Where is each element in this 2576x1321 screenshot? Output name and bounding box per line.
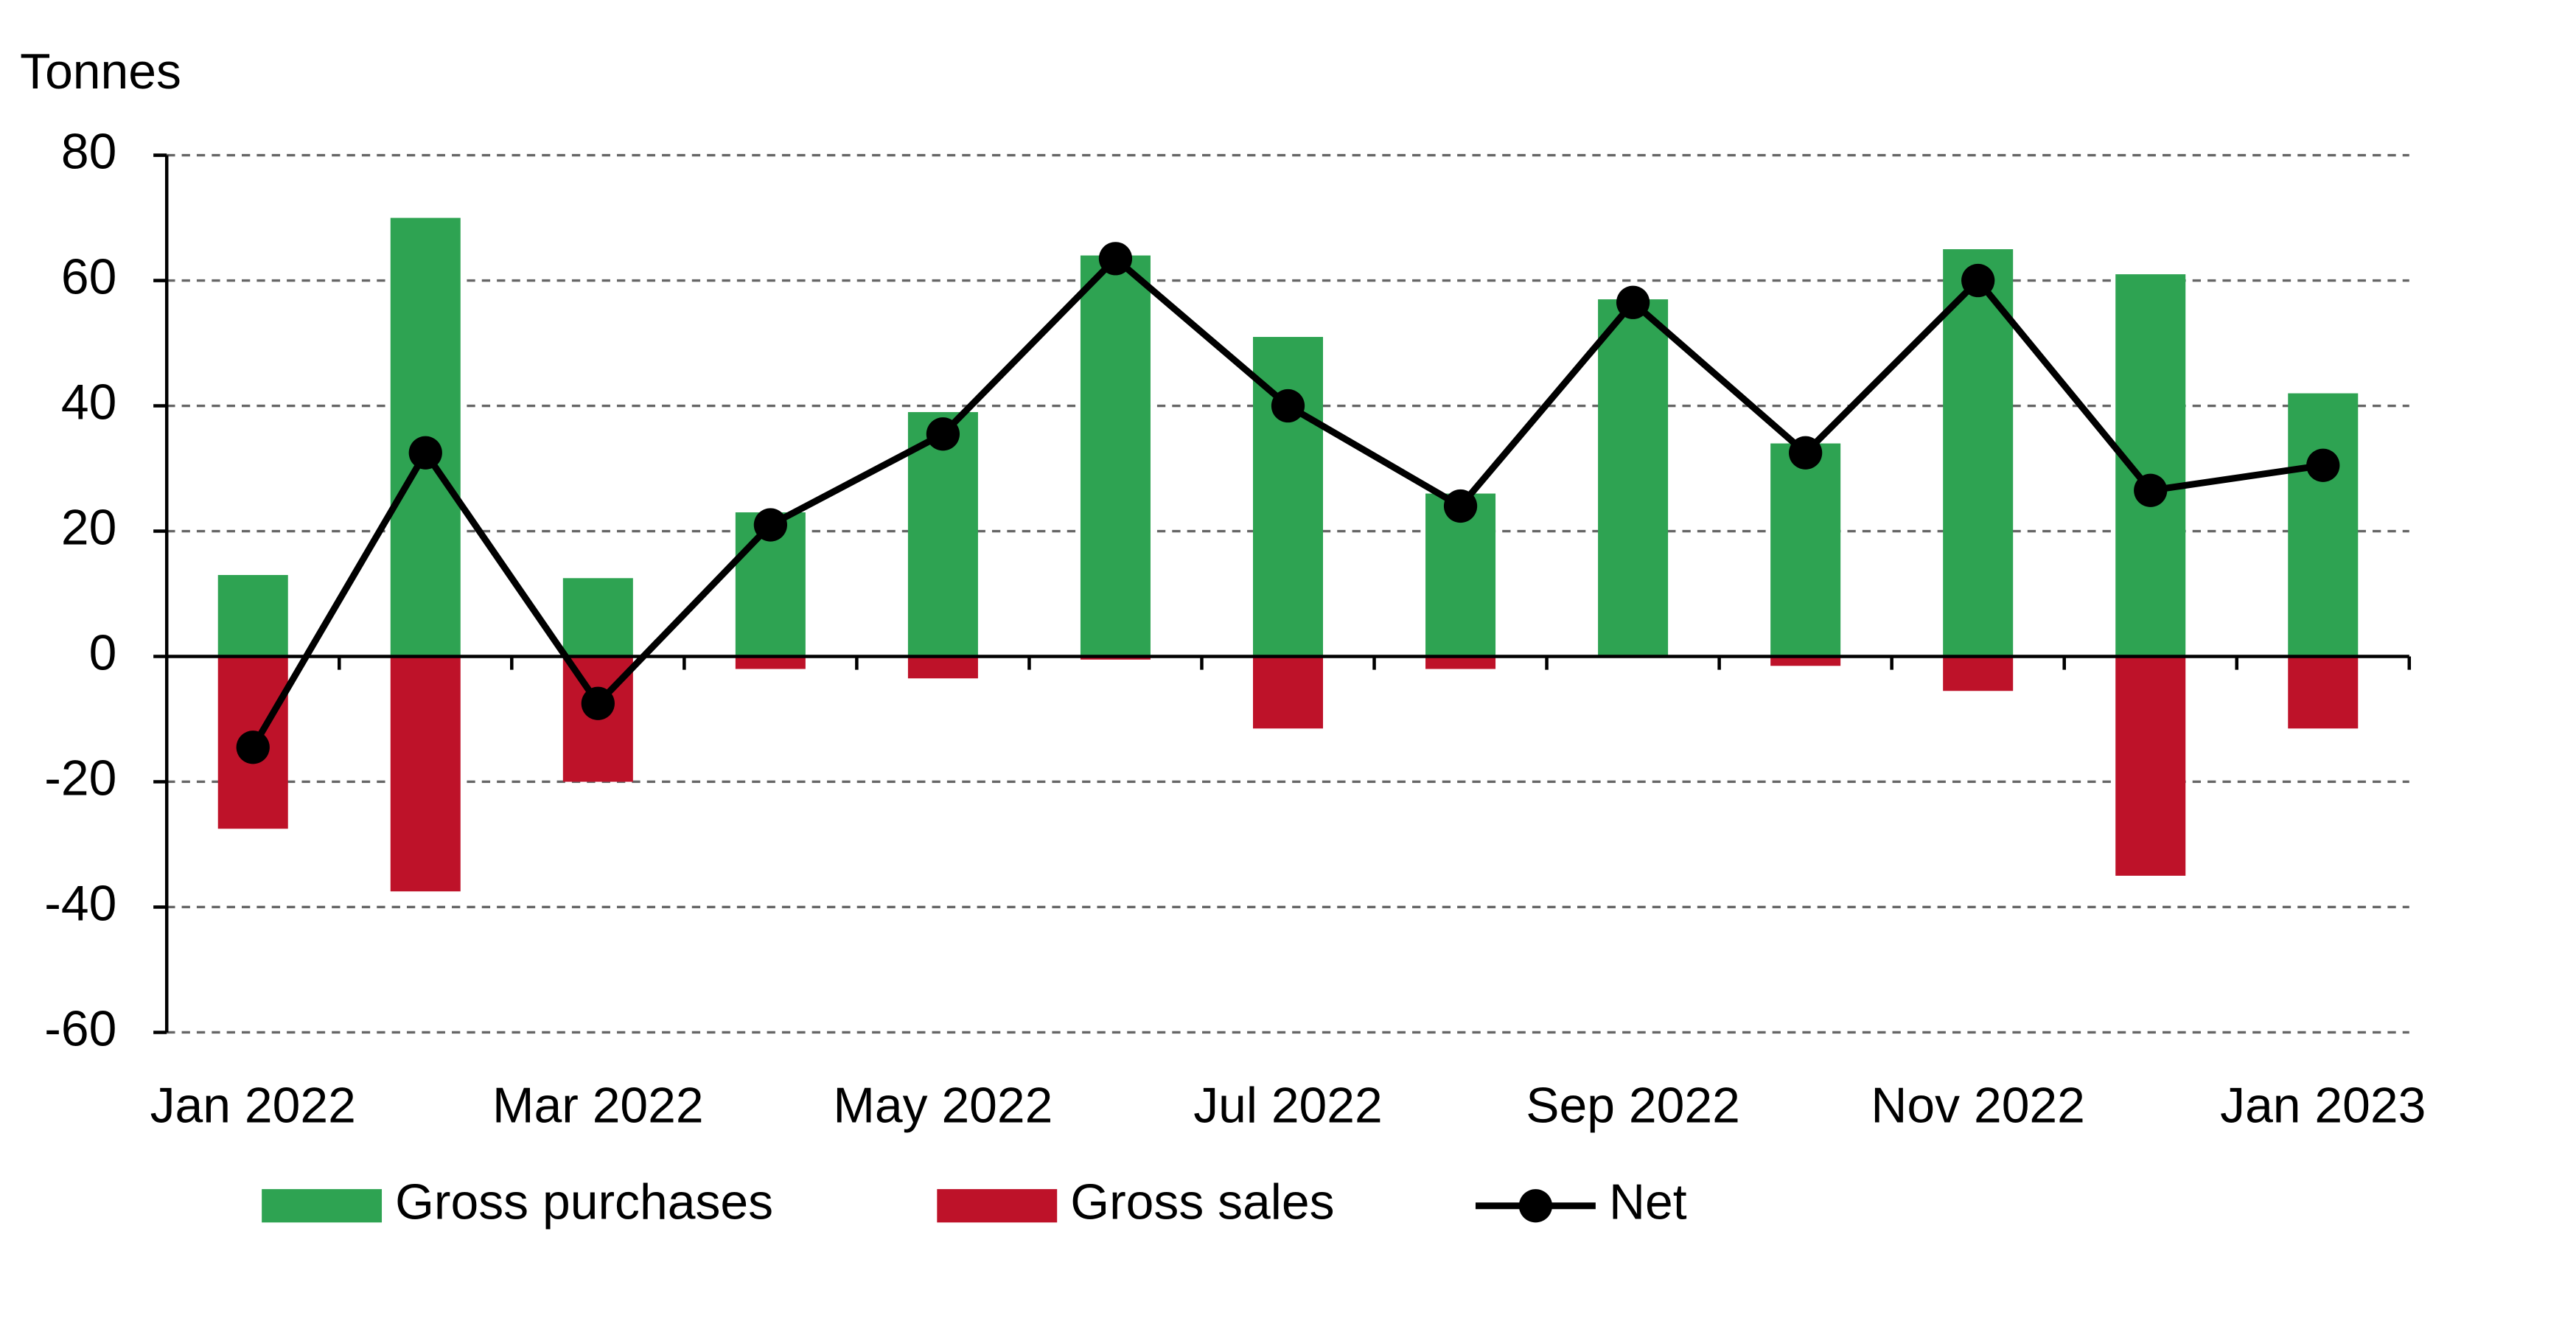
bar: [1598, 299, 1669, 657]
bar: [1770, 443, 1841, 657]
legend-swatch: [1518, 1189, 1553, 1223]
line-point: [1098, 242, 1133, 276]
y-tick-label: 40: [61, 374, 116, 430]
legend-label: Gross sales: [1070, 1175, 1334, 1230]
bar: [907, 412, 978, 657]
bar: [217, 575, 288, 657]
bar: [1943, 249, 2014, 657]
x-tick-label: May 2022: [833, 1078, 1053, 1133]
line-point: [236, 731, 270, 764]
y-axis-label: Tonnes: [20, 44, 181, 100]
bar: [907, 656, 978, 679]
bar: [1080, 255, 1151, 657]
x-tick-label: Jan 2022: [150, 1078, 356, 1133]
bar: [1425, 656, 1496, 669]
bar: [1943, 656, 2014, 691]
legend-swatch: [262, 1189, 383, 1223]
line-point: [1616, 285, 1650, 319]
line-point: [2134, 473, 2168, 507]
line-point: [753, 508, 787, 542]
line-point: [2306, 448, 2340, 482]
line-point: [1443, 489, 1478, 523]
bar: [1252, 656, 1324, 729]
legend-label: Gross purchases: [395, 1175, 773, 1230]
x-tick-label: Jan 2023: [2220, 1078, 2426, 1133]
y-tick-label: 20: [61, 500, 116, 555]
x-tick-label: Nov 2022: [1871, 1078, 2085, 1133]
y-tick-label: 60: [61, 249, 116, 304]
x-tick-label: Sep 2022: [1526, 1078, 1740, 1133]
line-point: [408, 436, 442, 470]
bar: [2115, 656, 2186, 876]
line-point: [1789, 436, 1823, 470]
line-point: [581, 686, 615, 720]
y-tick-label: 0: [89, 625, 117, 680]
bar: [390, 656, 461, 892]
legend-swatch: [937, 1189, 1058, 1223]
bar: [735, 656, 806, 669]
line-point: [1961, 263, 1995, 298]
y-tick-label: -20: [44, 750, 116, 806]
bar: [1770, 656, 1841, 666]
bar: [562, 578, 633, 657]
bar: [2288, 656, 2359, 729]
legend-label: Net: [1609, 1175, 1687, 1230]
line-point: [926, 417, 960, 451]
bar: [2288, 393, 2359, 657]
x-tick-label: Mar 2022: [492, 1078, 704, 1133]
y-tick-label: 80: [61, 124, 116, 179]
x-tick-label: Jul 2022: [1193, 1078, 1383, 1133]
y-tick-label: -60: [44, 1001, 116, 1056]
y-tick-label: -40: [44, 876, 116, 931]
line-point: [1271, 388, 1305, 423]
